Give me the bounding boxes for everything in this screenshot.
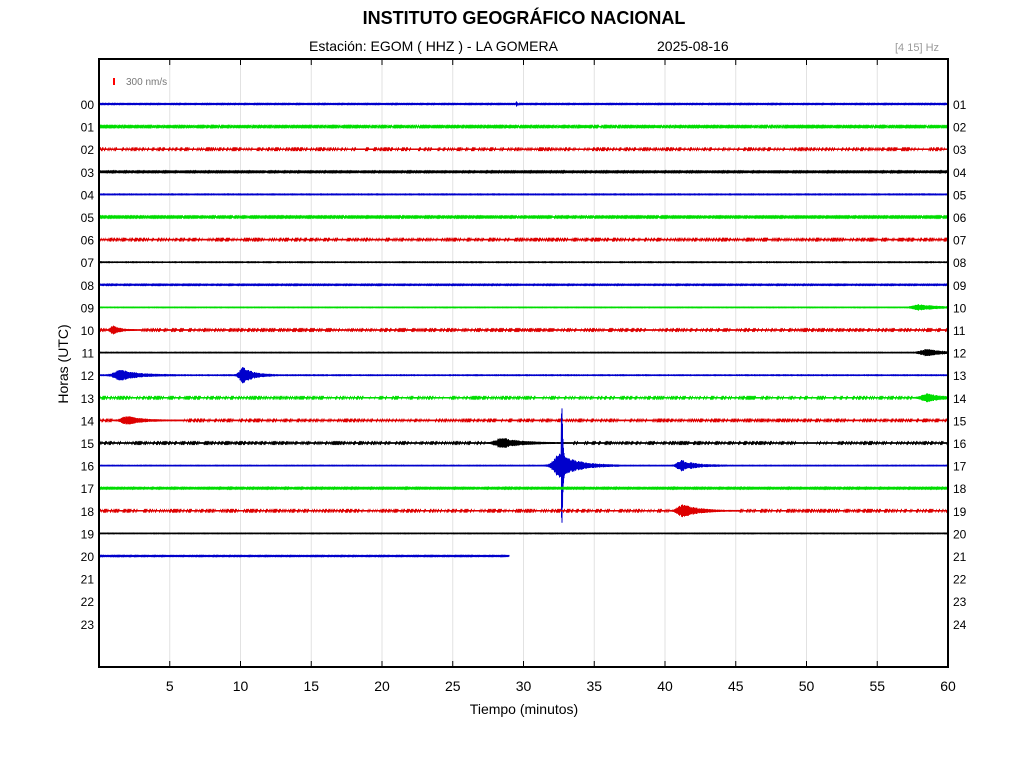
left-hour-label: 19: [81, 527, 95, 541]
right-hour-label: 14: [953, 392, 967, 406]
right-hour-label: 01: [953, 98, 967, 112]
left-hour-label: 17: [81, 482, 95, 496]
x-tick-marks: [169, 59, 949, 667]
x-tick-label: 30: [516, 678, 532, 694]
right-hour-label: 07: [953, 234, 967, 248]
left-hour-label: 10: [81, 324, 95, 338]
right-hour-label: 11: [953, 324, 966, 338]
chart-title: INSTITUTO GEOGRÁFICO NACIONAL: [362, 8, 686, 28]
left-hour-label: 07: [81, 256, 95, 270]
scale-bar: 300 nm/s: [113, 77, 167, 88]
right-hour-label: 16: [953, 437, 967, 451]
left-hour-label: 22: [81, 595, 95, 609]
scale-bar-label: 300 nm/s: [126, 77, 167, 88]
left-hour-label: 05: [81, 211, 95, 225]
left-hour-label: 20: [81, 550, 95, 564]
station-label: Estación: EGOM ( HHZ ) - LA GOMERA: [309, 38, 558, 54]
x-tick-label: 40: [657, 678, 673, 694]
right-hour-label: 19: [953, 505, 967, 519]
left-hour-label: 15: [81, 437, 95, 451]
x-tick-label: 5: [166, 678, 174, 694]
right-hour-label: 05: [953, 188, 967, 202]
right-hour-label: 18: [953, 482, 967, 496]
left-hour-label: 11: [82, 347, 95, 361]
left-hour-label: 01: [81, 121, 95, 135]
x-tick-label: 35: [586, 678, 602, 694]
right-hour-label: 08: [953, 256, 967, 270]
left-hour-label: 00: [81, 98, 95, 112]
left-hour-label: 16: [81, 460, 95, 474]
right-hour-label: 04: [953, 166, 967, 180]
x-tick-label: 50: [799, 678, 815, 694]
right-hour-label: 22: [953, 573, 967, 587]
left-hour-label: 04: [81, 188, 95, 202]
left-hour-label: 21: [81, 573, 95, 587]
left-hour-label: 08: [81, 279, 95, 293]
x-tick-label: 45: [728, 678, 744, 694]
right-hour-label: 15: [953, 414, 967, 428]
left-hour-label: 06: [81, 234, 95, 248]
x-tick-label: 10: [233, 678, 249, 694]
right-hour-label: 21: [953, 550, 967, 564]
left-hour-label: 03: [81, 166, 95, 180]
seismic-traces: [98, 101, 949, 558]
right-hour-label: 24: [953, 618, 967, 632]
x-axis-label: Tiempo (minutos): [469, 701, 579, 717]
right-hour-label: 13: [953, 369, 967, 383]
x-tick-label: 20: [374, 678, 390, 694]
right-hour-label: 12: [953, 347, 967, 361]
x-tick-label: 55: [869, 678, 885, 694]
left-hour-label: 12: [81, 369, 95, 383]
x-tick-label: 60: [940, 678, 956, 694]
right-hour-label: 09: [953, 279, 967, 293]
frequency-band: [4 15] Hz: [895, 42, 940, 54]
x-tick-label: 15: [303, 678, 319, 694]
grid-lines: [169, 59, 878, 667]
date-label: 2025-08-16: [657, 38, 729, 54]
left-hour-label: 09: [81, 301, 95, 315]
right-hour-label: 17: [953, 460, 967, 474]
left-hour-label: 02: [81, 143, 95, 157]
left-hour-label: 13: [81, 392, 95, 406]
left-hour-label: 18: [81, 505, 95, 519]
right-hour-label: 02: [953, 121, 967, 135]
x-tick-label: 25: [445, 678, 461, 694]
right-hour-label: 06: [953, 211, 967, 225]
right-hour-label: 20: [953, 527, 967, 541]
right-hour-label: 10: [953, 301, 967, 315]
left-hour-label: 23: [81, 618, 95, 632]
right-hour-label: 03: [953, 143, 967, 157]
left-hour-label: 14: [81, 414, 95, 428]
right-hour-label: 23: [953, 595, 967, 609]
axis-tick-labels: 5 10 15 20 25 30 35 40 45 50 55 60 00 01 02 03 04 05 06 07 0…: [81, 98, 967, 694]
